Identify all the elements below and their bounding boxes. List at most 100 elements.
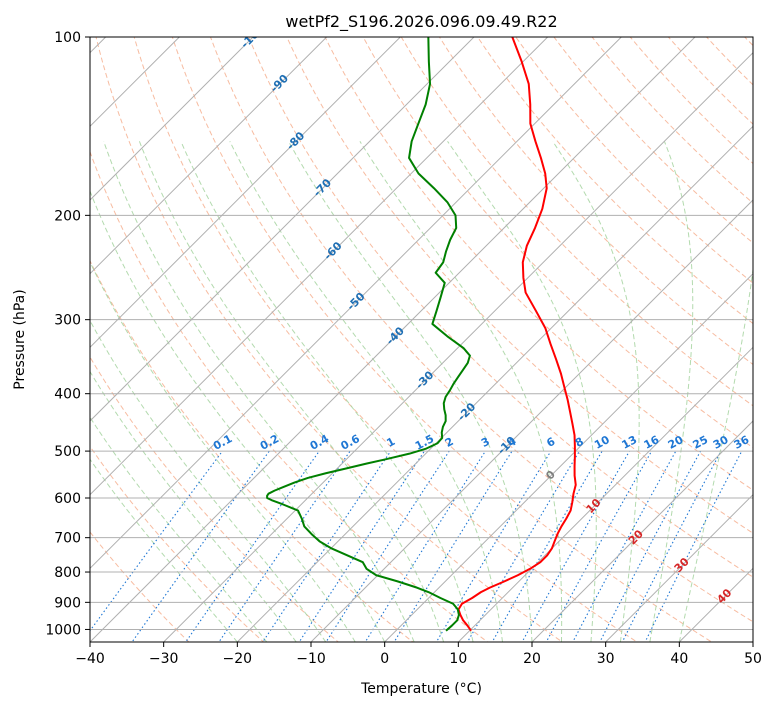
dry-adiabat [400,37,753,407]
mixing-ratio-line [131,450,270,642]
chart-title: wetPf2_S196.2026.096.09.49.R22 [285,12,557,32]
mixing-ratio-line [644,450,743,642]
isotherm [90,37,475,422]
dry-adiabat [362,37,753,449]
mixing-ratio-label: 16 [642,433,662,452]
pressure-gridlines [90,37,753,630]
isotherm [605,493,753,642]
isotherm [90,37,254,201]
isotherm [531,420,753,642]
mixing-ratio-line [298,450,425,642]
dry-adiabat [133,37,638,642]
isotherm [90,37,696,642]
mixing-ratio-label: 0.4 [308,432,332,453]
mixing-ratio-label: 1 [384,435,397,450]
mixing-ratio-label: 25 [691,433,711,452]
isotherm [90,37,622,570]
isotherm [678,567,753,642]
isotherm [90,37,328,275]
isotherm [236,125,753,642]
x-tick-label: 0 [380,651,389,667]
y-tick-label: 200 [54,208,81,224]
moist-adiabat [90,370,297,642]
x-tick-label: −30 [149,651,179,667]
x-tick-label: −20 [223,651,253,667]
y-tick-label: 100 [54,30,81,46]
y-axis-title: Pressure (hPa) [12,289,28,389]
isotherm-label: -80 [284,129,307,152]
isotherm-label: -50 [344,290,367,313]
y-tick-label: 400 [54,387,81,403]
isotherm-label: 10 [584,496,604,516]
mixing-ratio-label: 13 [620,433,640,452]
x-tick-label: −10 [296,651,326,667]
mixing-ratio-line [599,450,702,642]
dry-adiabat [629,37,753,165]
temperature-line [457,37,577,632]
x-axis-title: Temperature (°C) [360,681,482,697]
isotherm [384,272,753,642]
dry-adiabat [756,10,775,654]
mixing-ratio-label: 36 [732,433,752,452]
x-tick-label: 10 [449,651,467,667]
mixing-ratio-line [262,450,392,642]
isotherm [163,51,753,642]
y-tick-label: 600 [54,491,81,507]
isotherm [310,199,753,642]
mixing-ratio-labels: 0.1 0.2 0.4 0.6 1 1.5 2 3 4 6 8 10 13 16 20 25 30 36 [211,432,752,453]
dry-adiabat [95,37,564,642]
dry-adiabat [591,37,753,204]
dry-adiabat [209,37,753,623]
x-tick-label: 50 [744,651,762,667]
dry-adiabat [476,37,753,325]
profile-lines [266,37,577,632]
x-tick-label: −40 [75,651,105,667]
dry-adiabat [90,259,414,642]
mixing-ratio-label: 1.5 [413,432,436,453]
x-tick-label: 30 [597,651,615,667]
mixing-ratio-lines [90,450,743,642]
moist-adiabat [447,141,597,642]
y-tick-label: 800 [54,565,81,581]
mixing-ratio-label: 20 [666,433,686,452]
mixing-ratio-label: 6 [544,435,557,450]
y-axis: 1000 900 800 700 600 500 400 300 200 100 [45,30,90,638]
x-axis: −40 −30 −20 −10 0 10 20 30 40 50 [75,642,762,667]
isotherm [90,37,401,349]
plot-frame [89,36,754,643]
dry-adiabats [90,10,775,654]
isotherms [90,37,753,642]
moist-adiabat [678,265,753,642]
mixing-ratio-label: 0.6 [339,432,363,453]
mixing-ratio-line [90,450,223,632]
dry-adiabat [90,531,190,642]
dry-adiabat [248,37,753,578]
y-tick-label: 900 [54,595,81,611]
isotherm [457,346,753,642]
y-tick-label: 1000 [45,622,81,638]
x-tick-label: 20 [523,651,541,667]
dry-adiabat [171,37,713,642]
plot-area: -100-90-80-70-60-50-40-30-20-10010203040… [90,10,775,654]
dewpoint-line [266,37,471,632]
mixing-ratio-label: 0.1 [211,432,234,453]
dry-adiabat [705,37,753,86]
y-tick-label: 500 [54,444,81,460]
mixing-ratio-line [325,450,450,642]
isotherm [90,37,549,496]
mixing-ratio-label: 30 [711,433,731,452]
isotherm-label: 0 [543,468,558,483]
moist-adiabat [90,416,268,642]
dry-adiabat [90,150,489,642]
mixing-ratio-label: 0.2 [258,432,281,453]
dry-adiabat [90,445,265,642]
isotherm [752,641,753,642]
x-tick-label: 40 [670,651,688,667]
mixing-ratio-line [621,450,722,642]
dry-adiabat [515,37,753,284]
mixing-ratio-label: 10 [592,433,612,452]
isotherm-label: -20 [455,400,478,423]
dry-adiabat [90,356,339,642]
